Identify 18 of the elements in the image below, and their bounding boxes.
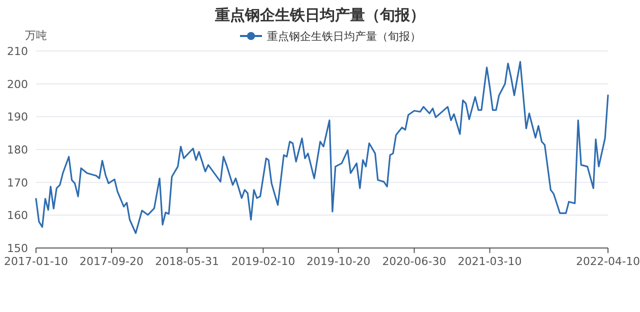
x-tick-label: 2017-01-10 bbox=[4, 255, 68, 268]
y-tick-label: 170 bbox=[7, 176, 28, 190]
y-tick-label: 200 bbox=[7, 78, 28, 91]
x-tick-label: 2021-03-10 bbox=[458, 255, 522, 268]
y-axis-title: 万吨 bbox=[25, 29, 47, 42]
y-tick-label: 160 bbox=[7, 209, 28, 222]
chart-title: 重点钢企生铁日均产量（旬报） bbox=[214, 6, 425, 24]
x-tick-label: 2019-10-20 bbox=[306, 255, 370, 268]
y-tick-label: 210 bbox=[7, 45, 28, 58]
y-tick-label: 190 bbox=[7, 110, 28, 124]
x-tick-label: 2020-06-30 bbox=[382, 255, 446, 268]
y-tick-label: 180 bbox=[7, 144, 28, 156]
x-tick-label: 2019-02-10 bbox=[231, 255, 296, 268]
legend: 重点钢企生铁日均产量（旬报） bbox=[240, 30, 421, 43]
x-tick-label: 2018-05-31 bbox=[155, 255, 220, 268]
x-tick-label: 2017-09-20 bbox=[80, 255, 144, 268]
y-tick-label: 150 bbox=[7, 242, 28, 255]
x-tick-label: 2022-04-10 bbox=[576, 255, 640, 268]
